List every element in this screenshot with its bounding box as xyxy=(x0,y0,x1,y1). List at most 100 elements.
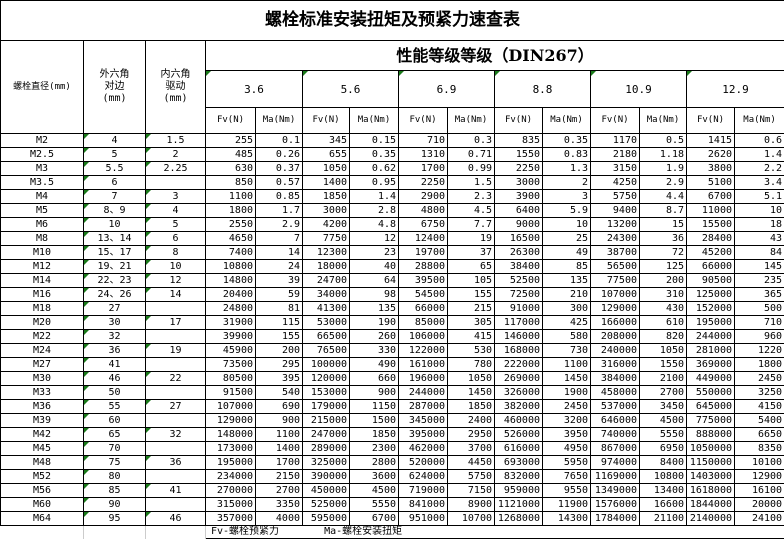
ma-cell: 395 xyxy=(255,371,303,386)
fv-cell: 719000 xyxy=(398,483,448,498)
fv-cell: 624000 xyxy=(398,469,448,484)
fv-cell: 1310 xyxy=(398,147,448,162)
ma-cell: 14300 xyxy=(542,511,591,526)
ma-cell: 145 xyxy=(733,259,784,274)
fv-cell: 1349000 xyxy=(590,483,640,498)
fv-cell: 4800 xyxy=(398,203,448,218)
fv-cell: 655 xyxy=(302,147,350,162)
fv-cell: 3150 xyxy=(590,161,640,176)
ma-cell: 295 xyxy=(255,357,303,372)
hex-inner-cell: 12 xyxy=(145,273,206,288)
fv-cell: 1550 xyxy=(494,147,543,162)
ma-cell: 310 xyxy=(639,287,687,302)
ma-cell: 1700 xyxy=(255,455,303,470)
ma-cell: 0.35 xyxy=(349,147,399,162)
fv-cell: 12300 xyxy=(302,245,350,260)
ma-cell: 1100 xyxy=(542,357,591,372)
ma-cell: 1050 xyxy=(639,343,687,358)
table-row: M16 24、26 14 20400 59 34000 98 54500 155 72500 210… xyxy=(0,287,784,302)
bolt-size-cell: M2.5 xyxy=(0,147,84,162)
ma-cell: 135 xyxy=(349,301,399,316)
ma-cell: 10 xyxy=(733,203,784,218)
hex-outer-cell: 8、9 xyxy=(83,203,146,218)
fv-cell: 460000 xyxy=(494,413,543,428)
fv-cell: 1268000 xyxy=(494,511,543,526)
ma-cell: 15 xyxy=(639,217,687,232)
hex-inner-cell: 19 xyxy=(145,343,206,358)
ma-cell: 84 xyxy=(733,245,784,260)
ma-cell: 710 xyxy=(733,315,784,330)
ma-cell: 14 xyxy=(255,245,303,260)
ma-cell: 40 xyxy=(349,259,399,274)
hex-outer-cell: 32 xyxy=(83,329,146,344)
ma-cell: 5550 xyxy=(349,497,399,512)
ma-cell: 900 xyxy=(349,385,399,400)
fv-cell: 66000 xyxy=(686,259,735,274)
fv-cell: 1050 xyxy=(302,161,350,176)
fv-cell: 129000 xyxy=(205,413,256,428)
ma-cell: 1100 xyxy=(255,427,303,442)
fv-cell: 107000 xyxy=(205,399,256,414)
hex-inner-cell xyxy=(145,413,206,428)
fv-cell: 34000 xyxy=(302,287,350,302)
fv-cell: 80500 xyxy=(205,371,256,386)
fv-cell: 85000 xyxy=(398,315,448,330)
ma-cell: 7.7 xyxy=(447,217,495,232)
fv-cell: 2550 xyxy=(205,217,256,232)
fv-cell: 31900 xyxy=(205,315,256,330)
ma-cell: 580 xyxy=(542,329,591,344)
fv-cell: 2250 xyxy=(494,161,543,176)
fv-cell: 1150000 xyxy=(686,455,735,470)
bolt-size-cell: M27 xyxy=(0,357,84,372)
hex-outer-cell: 90 xyxy=(83,497,146,512)
bolt-size-cell: M22 xyxy=(0,329,84,344)
ma-cell: 1.7 xyxy=(255,203,303,218)
ma-cell: 6650 xyxy=(733,427,784,442)
fv-unit-header: Fv(N) xyxy=(205,107,256,134)
ma-cell: 2 xyxy=(542,175,591,190)
fv-unit-header: Fv(N) xyxy=(590,107,640,134)
ma-cell: 1450 xyxy=(447,385,495,400)
fv-cell: 974000 xyxy=(590,455,640,470)
ma-cell: 2100 xyxy=(639,371,687,386)
table-row: M3.5 6 850 0.57 1400 0.95 2250 1.5 3000 2 4250 2.9 5… xyxy=(0,175,784,190)
ma-cell: 1850 xyxy=(349,427,399,442)
fv-cell: 100000 xyxy=(302,357,350,372)
fv-cell: 120000 xyxy=(302,371,350,386)
ma-cell: 330 xyxy=(349,343,399,358)
table-row: M30 46 22 80500 395 120000 660 196000 1050 269000… xyxy=(0,371,784,386)
ma-cell: 2450 xyxy=(733,371,784,386)
ma-cell: 5.1 xyxy=(733,189,784,204)
ma-cell: 0.99 xyxy=(447,161,495,176)
ma-cell: 0.26 xyxy=(255,147,303,162)
ma-cell: 1450 xyxy=(542,371,591,386)
hex-inner-cell xyxy=(145,357,206,372)
ma-cell: 780 xyxy=(447,357,495,372)
ma-cell: 19 xyxy=(447,231,495,246)
bolt-size-cell: M45 xyxy=(0,441,84,456)
fv-cell: 244000 xyxy=(686,329,735,344)
ma-cell: 13400 xyxy=(639,483,687,498)
ma-cell: 4000 xyxy=(255,511,303,526)
table-row: M45 70 173000 1400 289000 2300 462000 3700 61600… xyxy=(0,441,784,456)
ma-cell: 105 xyxy=(447,273,495,288)
table-row: M22 32 39900 155 66500 260 106000 415 146000 580 2… xyxy=(0,329,784,344)
fv-cell: 45200 xyxy=(686,245,735,260)
hex-inner-cell: 10 xyxy=(145,259,206,274)
ma-cell: 8900 xyxy=(447,497,495,512)
fv-cell: 1850 xyxy=(302,189,350,204)
fv-cell: 390000 xyxy=(302,469,350,484)
ma-cell: 1500 xyxy=(349,413,399,428)
ma-cell: 0.15 xyxy=(349,133,399,148)
fv-cell: 525000 xyxy=(302,497,350,512)
bolt-size-cell: M30 xyxy=(0,371,84,386)
ma-cell: 5950 xyxy=(542,455,591,470)
hex-inner-cell xyxy=(145,469,206,484)
table-row: M2.5 5 2 485 0.26 655 0.35 1310 0.71 1550 0.83 2180… xyxy=(0,147,784,162)
fv-cell: 693000 xyxy=(494,455,543,470)
ma-cell: 610 xyxy=(639,315,687,330)
ma-cell: 960 xyxy=(733,329,784,344)
fv-cell: 326000 xyxy=(494,385,543,400)
fv-cell: 6400 xyxy=(494,203,543,218)
fv-cell: 775000 xyxy=(686,413,735,428)
